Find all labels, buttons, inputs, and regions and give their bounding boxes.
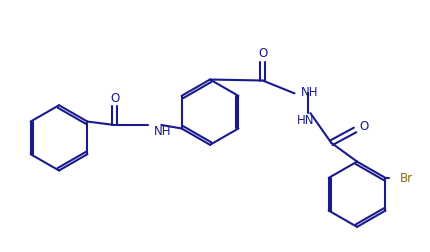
Text: O: O: [110, 92, 119, 105]
Text: O: O: [359, 120, 369, 134]
Text: O: O: [258, 47, 267, 60]
Text: NH: NH: [154, 125, 171, 138]
Text: NH: NH: [301, 86, 318, 99]
Text: Br: Br: [399, 172, 412, 185]
Text: HN: HN: [296, 114, 314, 127]
